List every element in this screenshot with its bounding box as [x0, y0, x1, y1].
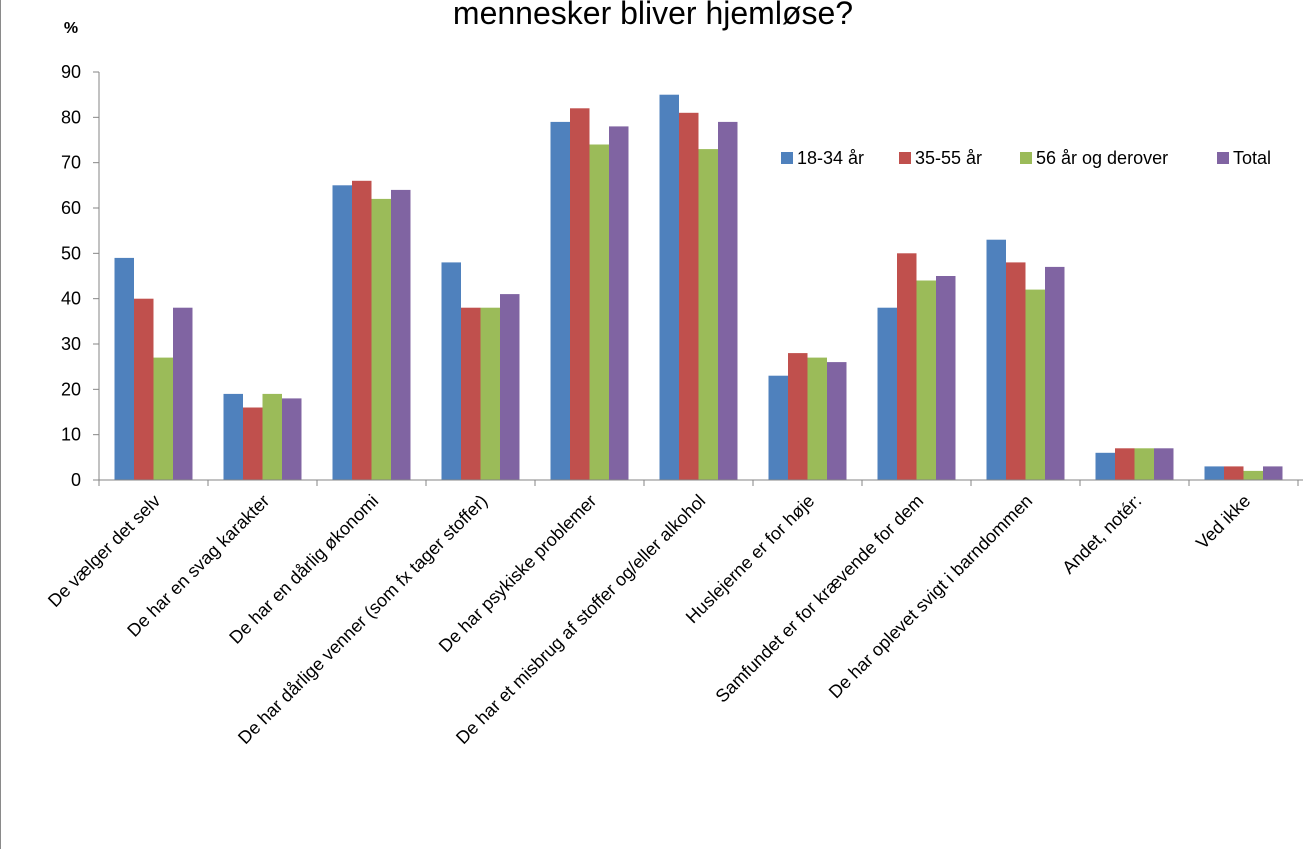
bar-3-11: [1243, 470, 1263, 480]
bar-3-5: [589, 144, 609, 480]
legend-swatch-2: [899, 152, 911, 164]
bars-layer: [114, 94, 1283, 481]
legend-swatch-1: [781, 152, 793, 164]
y-tick-label-3: 30: [61, 334, 81, 354]
bar-1-8: [877, 307, 897, 480]
y-tick-label-0: 0: [71, 470, 81, 490]
bar-4-11: [1263, 466, 1283, 480]
bar-2-11: [1224, 466, 1244, 480]
x-category-label-6: De har et misbrug af stoffer og/eller al…: [452, 491, 709, 748]
chart-title: mennesker bliver hjemløse?: [453, 0, 853, 31]
x-category-label-10: Andet, notér:: [1058, 491, 1145, 578]
bar-3-10: [1134, 448, 1154, 480]
bar-4-7: [827, 362, 847, 480]
bar-2-7: [788, 353, 808, 480]
bar-2-5: [570, 108, 590, 481]
bar-2-9: [1006, 262, 1026, 480]
bar-4-5: [609, 126, 629, 481]
legend-label-1: 18-34 år: [797, 148, 864, 168]
bar-2-1: [134, 298, 154, 480]
bar-3-4: [480, 307, 500, 480]
y-tick-label-1: 10: [61, 425, 81, 445]
bar-4-2: [282, 398, 302, 480]
legend-label-4: Total: [1233, 148, 1271, 168]
bar-1-10: [1095, 452, 1115, 480]
bar-3-9: [1025, 289, 1045, 480]
axes-layer: [93, 71, 1303, 486]
x-category-label-11: Ved ikke: [1192, 491, 1254, 553]
bar-1-3: [332, 185, 352, 481]
y-tick-label-6: 60: [61, 198, 81, 218]
bar-1-6: [659, 94, 679, 480]
bar-1-4: [441, 262, 461, 480]
bar-4-3: [391, 189, 411, 480]
bar-2-10: [1115, 448, 1135, 480]
bar-3-3: [371, 198, 391, 480]
legend-label-3: 56 år og derover: [1036, 148, 1168, 168]
y-tick-labels: 0 10 20 30 40 50 60 70 80 90: [61, 62, 81, 490]
y-tick-label-5: 50: [61, 243, 81, 263]
bar-4-8: [936, 276, 956, 480]
y-unit-label: %: [64, 20, 78, 37]
bar-2-8: [897, 253, 917, 480]
bar-4-4: [500, 294, 520, 480]
bar-2-4: [461, 307, 481, 480]
legend: 18-34 år 35-55 år 56 år og derover Total: [781, 148, 1271, 168]
legend-swatch-4: [1217, 152, 1229, 164]
bar-3-7: [807, 357, 827, 480]
bar-2-6: [679, 112, 699, 481]
bar-1-11: [1204, 466, 1224, 480]
y-tick-label-2: 20: [61, 379, 81, 399]
bar-3-2: [262, 393, 282, 480]
x-category-label-1: De vælger det selv: [44, 491, 164, 611]
x-category-label-8: Samfundet er for krævende for dem: [712, 491, 928, 707]
bar-1-7: [768, 375, 788, 480]
bar-1-2: [223, 393, 243, 480]
bar-1-1: [114, 257, 134, 480]
bar-4-10: [1154, 448, 1174, 480]
legend-swatch-3: [1020, 152, 1032, 164]
legend-label-2: 35-55 år: [915, 148, 982, 168]
y-tick-label-4: 40: [61, 289, 81, 309]
bar-3-8: [916, 280, 936, 480]
bar-4-1: [173, 307, 193, 480]
bar-1-5: [550, 121, 570, 481]
bar-1-9: [986, 239, 1006, 480]
x-category-label-9: De har oplevet svigt i barndommen: [825, 491, 1037, 703]
bar-3-1: [153, 357, 173, 480]
bar-2-3: [352, 180, 372, 481]
y-tick-label-9: 90: [61, 62, 81, 82]
bar-3-6: [698, 149, 718, 480]
y-tick-label-7: 70: [61, 153, 81, 173]
bar-4-9: [1045, 266, 1065, 480]
bar-2-2: [243, 407, 263, 480]
x-category-label-4: De har dårlige venner (som fx tager stof…: [234, 491, 491, 748]
bar-4-6: [718, 121, 738, 481]
y-tick-label-8: 80: [61, 107, 81, 127]
